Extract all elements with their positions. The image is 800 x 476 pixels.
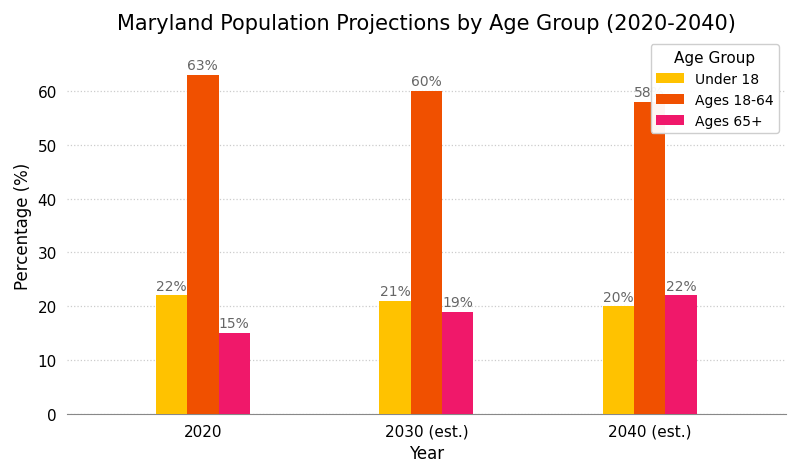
Bar [218, 333, 250, 414]
Bar [634, 102, 666, 414]
Text: 20%: 20% [603, 290, 634, 304]
Text: 22%: 22% [666, 279, 696, 293]
Text: 22%: 22% [156, 279, 187, 293]
Bar [379, 301, 410, 414]
Text: 15%: 15% [218, 317, 250, 331]
Text: 21%: 21% [380, 285, 410, 298]
Bar [442, 312, 474, 414]
Text: 19%: 19% [442, 295, 473, 309]
Title: Maryland Population Projections by Age Group (2020-2040): Maryland Population Projections by Age G… [117, 14, 736, 34]
Bar [603, 307, 634, 414]
Text: 60%: 60% [411, 75, 442, 89]
Bar [187, 76, 218, 414]
Legend: Under 18, Ages 18-64, Ages 65+: Under 18, Ages 18-64, Ages 65+ [650, 45, 779, 134]
Bar [410, 92, 442, 414]
Text: 58%: 58% [634, 86, 665, 100]
Bar [156, 296, 187, 414]
Y-axis label: Percentage (%): Percentage (%) [14, 163, 32, 289]
X-axis label: Year: Year [409, 444, 444, 462]
Bar [666, 296, 697, 414]
Text: 63%: 63% [187, 59, 218, 73]
